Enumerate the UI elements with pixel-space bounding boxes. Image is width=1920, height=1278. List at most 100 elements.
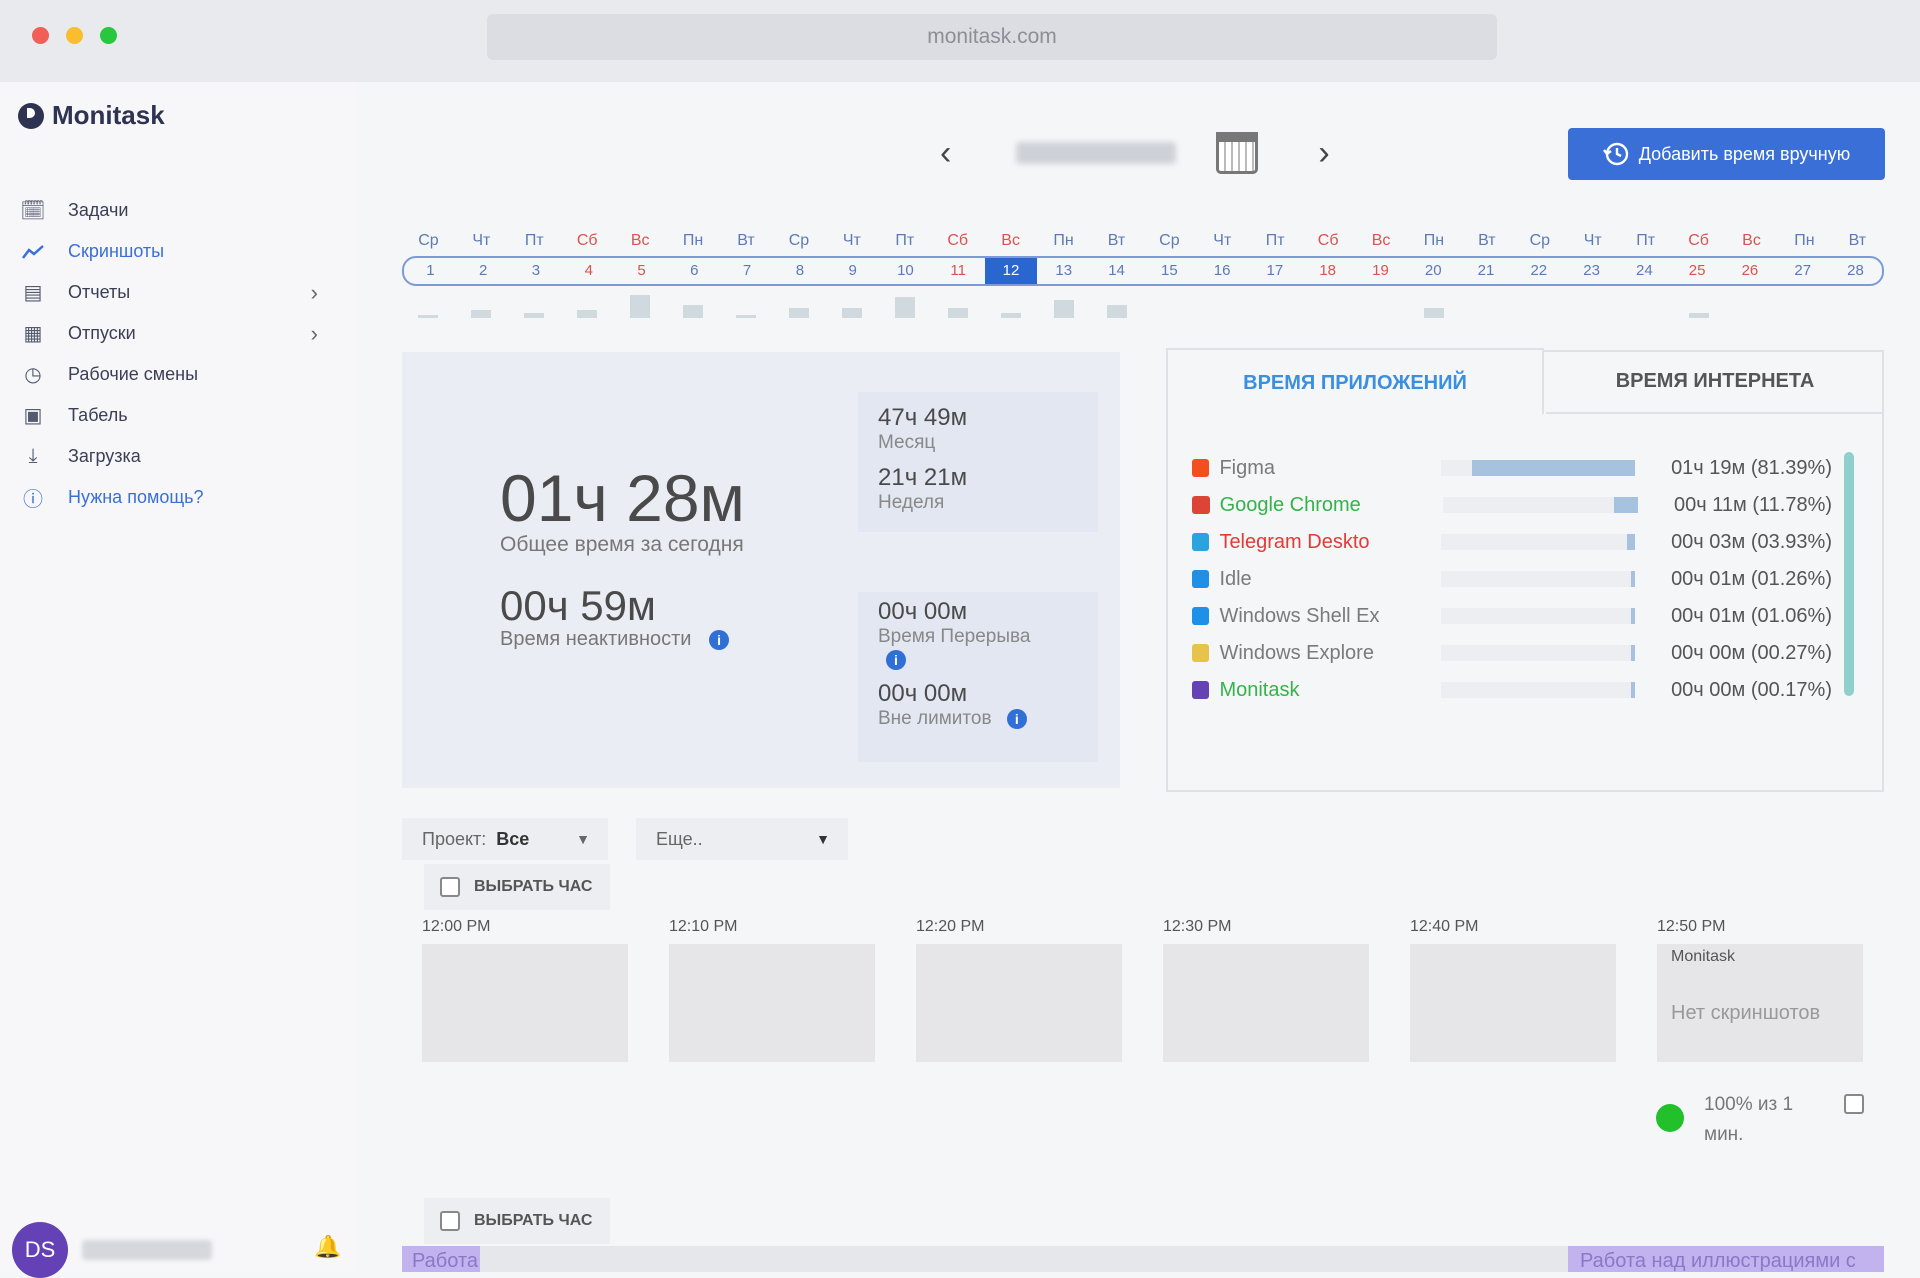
weekday-label: Пт <box>895 232 915 249</box>
daily-activity-bar <box>788 308 809 318</box>
task-segment-right[interactable]: Работа над иллюстрациями с <box>1568 1246 1884 1272</box>
tab-web-time[interactable]: ВРЕМЯ ИНТЕРНЕТА <box>1546 348 1884 414</box>
select-hour-control-2[interactable]: ВЫБРАТЬ ЧАС <box>424 1198 610 1244</box>
calendar-day[interactable]: 25 <box>1688 262 1706 279</box>
over-limit-label: Вне лимитов <box>878 708 992 729</box>
user-profile[interactable]: DS <box>12 1222 212 1278</box>
task-segment-left[interactable]: Работа <box>402 1246 480 1272</box>
calendar-day[interactable]: 15 <box>1160 262 1178 279</box>
app-usage-row[interactable]: Monitask 00ч 00м (00.17%) <box>1192 672 1832 708</box>
app-usage-row[interactable]: Windows Shell Ex 00ч 01м (01.06%) <box>1192 598 1832 634</box>
weekday-label: Чт <box>472 232 491 249</box>
more-filter[interactable]: Еще.. ▼ <box>636 818 848 860</box>
project-filter[interactable]: Проект: Все ▼ <box>402 818 608 860</box>
select-hour-checkbox[interactable] <box>440 877 460 897</box>
sidebar-item-screenshots[interactable]: Скриншоты <box>18 231 318 272</box>
idle-time: 00ч 59м <box>500 582 656 629</box>
calendar-day[interactable]: 20 <box>1424 262 1442 279</box>
app-name: Figma <box>1219 456 1276 479</box>
info-icon[interactable]: i <box>886 650 906 670</box>
calendar-day[interactable]: 19 <box>1372 262 1389 279</box>
add-time-manually-button[interactable]: Добавить время вручную <box>1568 128 1885 180</box>
sidebar-item-help[interactable]: ⓘ Нужна помощь? <box>18 477 318 518</box>
sidebar-item-timesheet[interactable]: ▣ Табель <box>18 395 318 436</box>
screenshot-slot[interactable]: 12:10 PM <box>669 918 875 1062</box>
select-hour-control[interactable]: ВЫБРАТЬ ЧАС <box>424 864 610 910</box>
app-usage-row[interactable]: Figma 01ч 19м (81.39%) <box>1192 450 1832 486</box>
maximize-window-button[interactable] <box>100 27 117 44</box>
avatar[interactable]: DS <box>12 1222 68 1278</box>
calendar-day[interactable]: 5 <box>637 262 646 279</box>
calendar-day[interactable]: 28 <box>1847 262 1864 279</box>
calendar-day[interactable]: 3 <box>531 262 541 279</box>
calendar-day[interactable]: 23 <box>1583 262 1600 279</box>
calendar-day[interactable]: 1 <box>426 262 435 279</box>
app-usage-row[interactable]: Idle 00ч 01м (01.26%) <box>1192 561 1832 597</box>
screenshot-slot[interactable]: 12:00 PM <box>422 918 628 1062</box>
screenshot-thumbnail[interactable] <box>1410 944 1616 1062</box>
help-icon: ⓘ <box>23 489 43 511</box>
calendar-day[interactable]: 27 <box>1794 262 1812 279</box>
sidebar-item-shifts[interactable]: ◷ Рабочие смены <box>18 354 318 395</box>
weekday-label: Пт <box>524 232 544 249</box>
calendar-day[interactable]: 17 <box>1266 262 1284 279</box>
screenshot-thumbnail[interactable] <box>916 944 1122 1062</box>
sidebar-item-download[interactable]: ⤓ Загрузка <box>18 436 318 477</box>
screenshot-slot[interactable]: 12:40 PM <box>1410 918 1616 1062</box>
minimize-window-button[interactable] <box>66 27 83 44</box>
weekday-label: Сб <box>1688 232 1709 249</box>
sidebar-item-vacations[interactable]: ▦ Отпуски › <box>18 313 318 354</box>
screenshot-thumbnail[interactable] <box>1657 944 1863 1062</box>
prev-date-button[interactable]: ‹ <box>940 133 952 172</box>
tab-app-time[interactable]: ВРЕМЯ ПРИЛОЖЕНИЙ <box>1166 348 1544 414</box>
calendar-day[interactable]: 16 <box>1213 262 1231 279</box>
calendar-day[interactable]: 13 <box>1055 262 1073 279</box>
app-usage-row[interactable]: Telegram Deskto 00ч 03м (03.93%) <box>1192 524 1832 560</box>
more-filter-label: Еще.. <box>656 828 703 849</box>
chart-line-icon <box>18 241 48 263</box>
sidebar-item-tasks[interactable]: 🗓 Задачи <box>18 190 318 231</box>
app-usage-row[interactable]: Google Chrome 00ч 11м (11.78%) <box>1192 487 1832 523</box>
weekday-label: Вт <box>1107 232 1126 249</box>
calendar-picker-icon[interactable] <box>1216 132 1259 174</box>
calendar-day[interactable]: 9 <box>848 262 857 279</box>
screenshot-slot[interactable]: 12:30 PM <box>1163 918 1369 1062</box>
weekday-label: Сб <box>1317 232 1339 249</box>
app-icon <box>1192 459 1210 477</box>
screenshot-select-checkbox[interactable] <box>1844 1094 1864 1114</box>
app-usage-row[interactable]: Windows Explore 00ч 00м (00.27%) <box>1192 635 1832 671</box>
slot-time: 12:10 PM <box>669 918 738 935</box>
calendar-day[interactable]: 22 <box>1530 262 1548 279</box>
sidebar-item-reports[interactable]: ▤ Отчеты › <box>18 272 318 313</box>
app-list-scrollbar[interactable] <box>1844 452 1854 696</box>
screenshot-thumbnail[interactable] <box>669 944 875 1062</box>
bell-icon[interactable]: 🔔 <box>314 1234 342 1259</box>
close-window-button[interactable] <box>32 27 49 44</box>
chevron-down-icon: ▼ <box>576 831 590 847</box>
calendar-day[interactable]: 8 <box>795 262 805 279</box>
next-date-button[interactable]: › <box>1318 133 1330 172</box>
calendar-day[interactable]: 2 <box>479 262 488 279</box>
calendar-day[interactable]: 18 <box>1319 262 1337 279</box>
calendar-day[interactable]: 12 <box>984 258 1038 284</box>
calendar-day[interactable]: 11 <box>950 262 966 279</box>
screenshot-thumbnail[interactable] <box>422 944 628 1062</box>
screenshot-slot[interactable]: 12:20 PM <box>916 918 1122 1062</box>
calendar-day[interactable]: 24 <box>1636 262 1653 279</box>
screenshot-slot[interactable]: 12:50 PM Monitask Нет скриншотов <box>1657 918 1863 1062</box>
calendar-day[interactable]: 14 <box>1108 262 1125 279</box>
calendar-day[interactable]: 6 <box>690 262 699 279</box>
info-icon[interactable]: i <box>1006 709 1027 729</box>
app-logo[interactable]: Monitask <box>18 100 165 131</box>
calendar-day[interactable]: 21 <box>1477 262 1495 279</box>
app-usage-fill <box>1631 682 1636 698</box>
select-hour-checkbox[interactable] <box>440 1211 460 1231</box>
app-icon <box>1192 607 1210 625</box>
calendar-day[interactable]: 26 <box>1741 262 1759 279</box>
address-bar[interactable]: monitask.com <box>487 14 1497 60</box>
calendar-day[interactable]: 10 <box>897 262 914 279</box>
calendar-day[interactable]: 4 <box>584 262 593 279</box>
info-icon[interactable]: i <box>709 630 730 650</box>
calendar-day[interactable]: 7 <box>742 262 752 279</box>
screenshot-thumbnail[interactable] <box>1163 944 1369 1062</box>
